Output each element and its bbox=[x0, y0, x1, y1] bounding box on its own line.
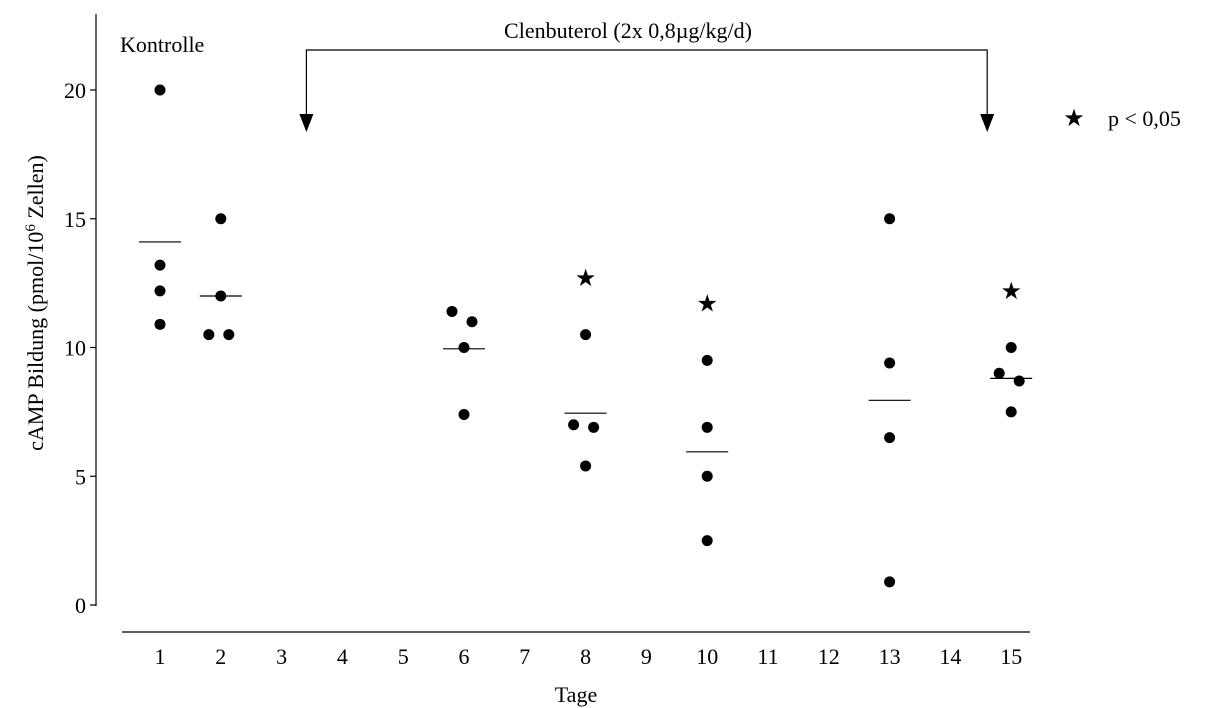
x-tick-label: 14 bbox=[939, 644, 961, 669]
x-tick-label: 3 bbox=[276, 644, 287, 669]
data-point bbox=[884, 213, 896, 225]
treatment-bracket bbox=[299, 49, 995, 132]
data-point bbox=[580, 460, 592, 472]
x-tick-label: 15 bbox=[1000, 644, 1022, 669]
data-point bbox=[701, 535, 713, 547]
y-tick-label: 20 bbox=[64, 78, 86, 103]
x-tick-label: 12 bbox=[818, 644, 840, 669]
data-point bbox=[1013, 375, 1025, 387]
significance-star: ★ bbox=[575, 266, 597, 292]
data-point bbox=[884, 432, 896, 444]
y-tick-label: 15 bbox=[64, 207, 86, 232]
legend-star-icon: ★ bbox=[1063, 106, 1085, 132]
data-point bbox=[588, 421, 600, 433]
legend-label: p < 0,05 bbox=[1108, 106, 1181, 131]
data-point bbox=[223, 329, 235, 341]
data-point bbox=[154, 259, 166, 271]
arrow-down-icon bbox=[299, 114, 314, 132]
significance-star: ★ bbox=[696, 292, 718, 318]
significance-stars: ★ ★ ★ bbox=[575, 266, 1022, 318]
significance-star: ★ bbox=[1000, 279, 1022, 305]
data-point bbox=[701, 421, 713, 433]
data-point bbox=[154, 285, 166, 297]
y-tick-label: 5 bbox=[75, 464, 86, 489]
x-tick-label: 9 bbox=[641, 644, 652, 669]
x-tick-label: 1 bbox=[155, 644, 166, 669]
x-tick-label: 5 bbox=[398, 644, 409, 669]
data-point bbox=[458, 342, 470, 353]
data-point bbox=[446, 305, 458, 317]
data-point bbox=[466, 316, 478, 328]
x-ticks: 1 2 3 4 5 6 7 8 9 10 11 12 13 14 15 bbox=[155, 644, 1023, 669]
data-point bbox=[580, 329, 592, 341]
y-tick-label: 10 bbox=[64, 336, 86, 361]
data-point bbox=[568, 419, 580, 431]
x-axis-label: Tage bbox=[555, 682, 597, 707]
y-ticks: 0 5 10 15 20 bbox=[64, 78, 96, 618]
data-point bbox=[1005, 342, 1017, 353]
control-label: Kontrolle bbox=[120, 32, 204, 57]
data-points bbox=[154, 84, 1025, 588]
data-point bbox=[458, 408, 470, 420]
data-point bbox=[1005, 406, 1017, 418]
x-tick-label: 6 bbox=[459, 644, 470, 669]
treatment-label: Clenbuterol (2x 0,8µg/kg/d) bbox=[504, 18, 752, 43]
y-axis-label: cAMP Bildung (pmol/106 Zellen) bbox=[23, 155, 48, 451]
data-point bbox=[884, 576, 896, 588]
data-point bbox=[154, 84, 166, 96]
data-point bbox=[154, 318, 166, 330]
data-point bbox=[701, 354, 713, 366]
x-tick-label: 10 bbox=[696, 644, 718, 669]
data-point bbox=[215, 213, 227, 225]
data-point bbox=[203, 329, 215, 341]
arrow-down-icon bbox=[980, 114, 995, 132]
x-tick-label: 8 bbox=[580, 644, 591, 669]
x-tick-label: 11 bbox=[757, 644, 778, 669]
x-tick-label: 2 bbox=[215, 644, 226, 669]
y-tick-label: 0 bbox=[75, 593, 86, 618]
data-point bbox=[993, 367, 1005, 379]
x-tick-label: 13 bbox=[879, 644, 901, 669]
x-tick-label: 7 bbox=[519, 644, 530, 669]
bracket-line bbox=[305, 49, 988, 116]
data-point bbox=[884, 357, 896, 369]
data-point bbox=[215, 290, 227, 302]
data-point bbox=[701, 470, 713, 482]
x-tick-label: 4 bbox=[337, 644, 348, 669]
